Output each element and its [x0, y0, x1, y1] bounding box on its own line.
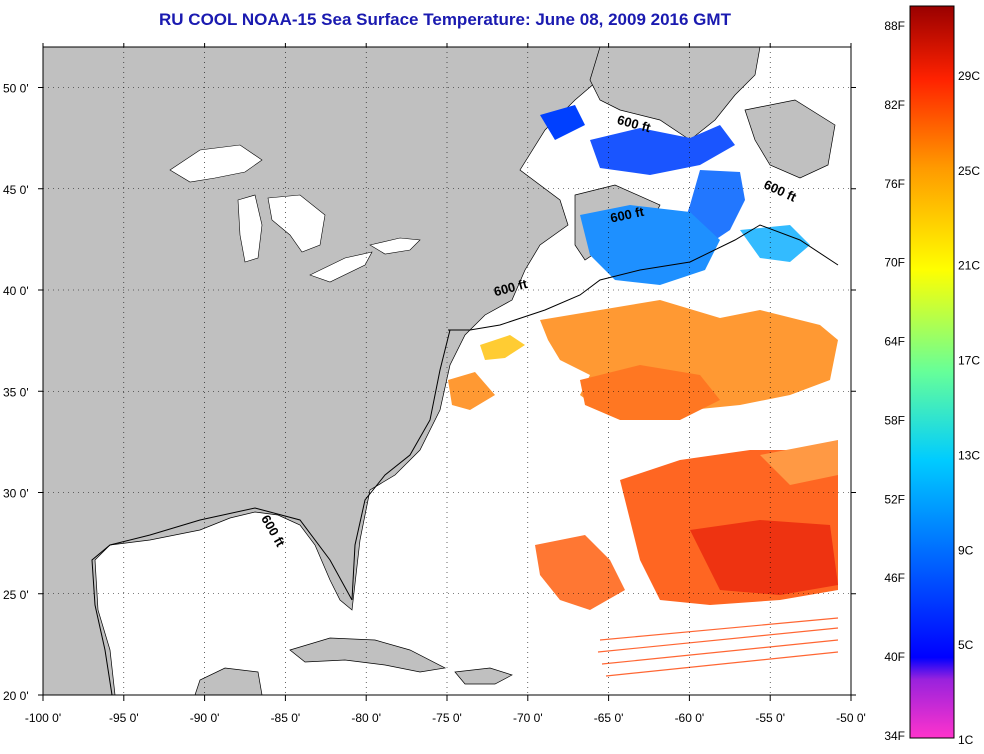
isobath-600ft — [91, 224, 839, 695]
lon-tick-label: -50 0' — [836, 711, 866, 725]
lat-tick-label: 25 0' — [3, 588, 29, 602]
lat-tick-label: 50 0' — [3, 82, 29, 96]
colorbar-label-f: 88F — [884, 19, 905, 33]
contour-label: 600 ft — [609, 204, 646, 226]
colorbar-label-f: 40F — [884, 650, 905, 664]
colorbar-label-f: 34F — [884, 729, 905, 743]
sst-warm-patches — [448, 300, 838, 610]
lake-michigan — [237, 194, 263, 263]
colorbar-label-f: 82F — [884, 98, 905, 112]
lake-erie — [309, 251, 373, 283]
colorbar-label-f: 64F — [884, 335, 905, 349]
lon-tick-label: -95 0' — [109, 711, 139, 725]
lake-ontario — [369, 237, 421, 255]
latitude-labels: 20 0' 25 0' 30 0' 35 0' 40 0' 45 0' 50 0' — [3, 82, 29, 704]
map-title: RU COOL NOAA-15 Sea Surface Temperature:… — [159, 10, 731, 29]
lon-tick-label: -85 0' — [271, 711, 301, 725]
colorbar-label-c: 25C — [958, 164, 980, 178]
cuba-land — [289, 637, 447, 673]
sst-streaks — [597, 617, 839, 677]
lake-superior — [169, 144, 263, 183]
newfoundland-land — [744, 99, 836, 179]
colorbar — [909, 5, 955, 739]
colorbar-fahrenheit-labels: 88F 82F 76F 70F 64F 58F 52F 46F 40F 34F — [884, 19, 905, 743]
lon-tick-label: -90 0' — [190, 711, 220, 725]
lat-tick-label: 40 0' — [3, 284, 29, 298]
colorbar-label-c: 1C — [958, 733, 974, 747]
lat-tick-label: 45 0' — [3, 183, 29, 197]
colorbar-label-f: 70F — [884, 256, 905, 270]
colorbar-label-f: 52F — [884, 492, 905, 506]
hispaniola-land — [454, 667, 513, 685]
colorbar-label-f: 46F — [884, 571, 905, 585]
lon-tick-label: -70 0' — [513, 711, 543, 725]
longitude-labels: -100 0' -95 0' -90 0' -85 0' -80 0' -75 0' -70… — [25, 711, 866, 725]
lon-tick-label: -100 0' — [25, 711, 61, 725]
colorbar-label-c: 17C — [958, 354, 980, 368]
lat-tick-label: 35 0' — [3, 385, 29, 399]
colorbar-label-c: 13C — [958, 448, 980, 462]
axis-ticks — [38, 43, 856, 701]
lon-tick-label: -55 0' — [755, 711, 785, 725]
colorbar-label-f: 76F — [884, 177, 905, 191]
colorbar-label-c: 9C — [958, 543, 974, 557]
lat-tick-label: 20 0' — [3, 689, 29, 703]
colorbar-label-c: 5C — [958, 638, 974, 652]
colorbar-label-f: 58F — [884, 413, 905, 427]
lat-tick-label: 30 0' — [3, 487, 29, 501]
lon-tick-label: -60 0' — [675, 711, 705, 725]
grid-lines — [43, 47, 851, 695]
colorbar-label-c: 29C — [958, 69, 980, 83]
colorbar-celsius-labels: 29C 25C 21C 17C 13C 9C 5C 1C — [958, 69, 980, 747]
yucatan-land — [194, 667, 263, 695]
sst-cold-patches — [540, 105, 810, 285]
lon-tick-label: -75 0' — [432, 711, 462, 725]
lon-tick-label: -80 0' — [351, 711, 381, 725]
lon-tick-label: -65 0' — [594, 711, 624, 725]
colorbar-label-c: 21C — [958, 259, 980, 273]
lake-huron — [267, 194, 326, 253]
